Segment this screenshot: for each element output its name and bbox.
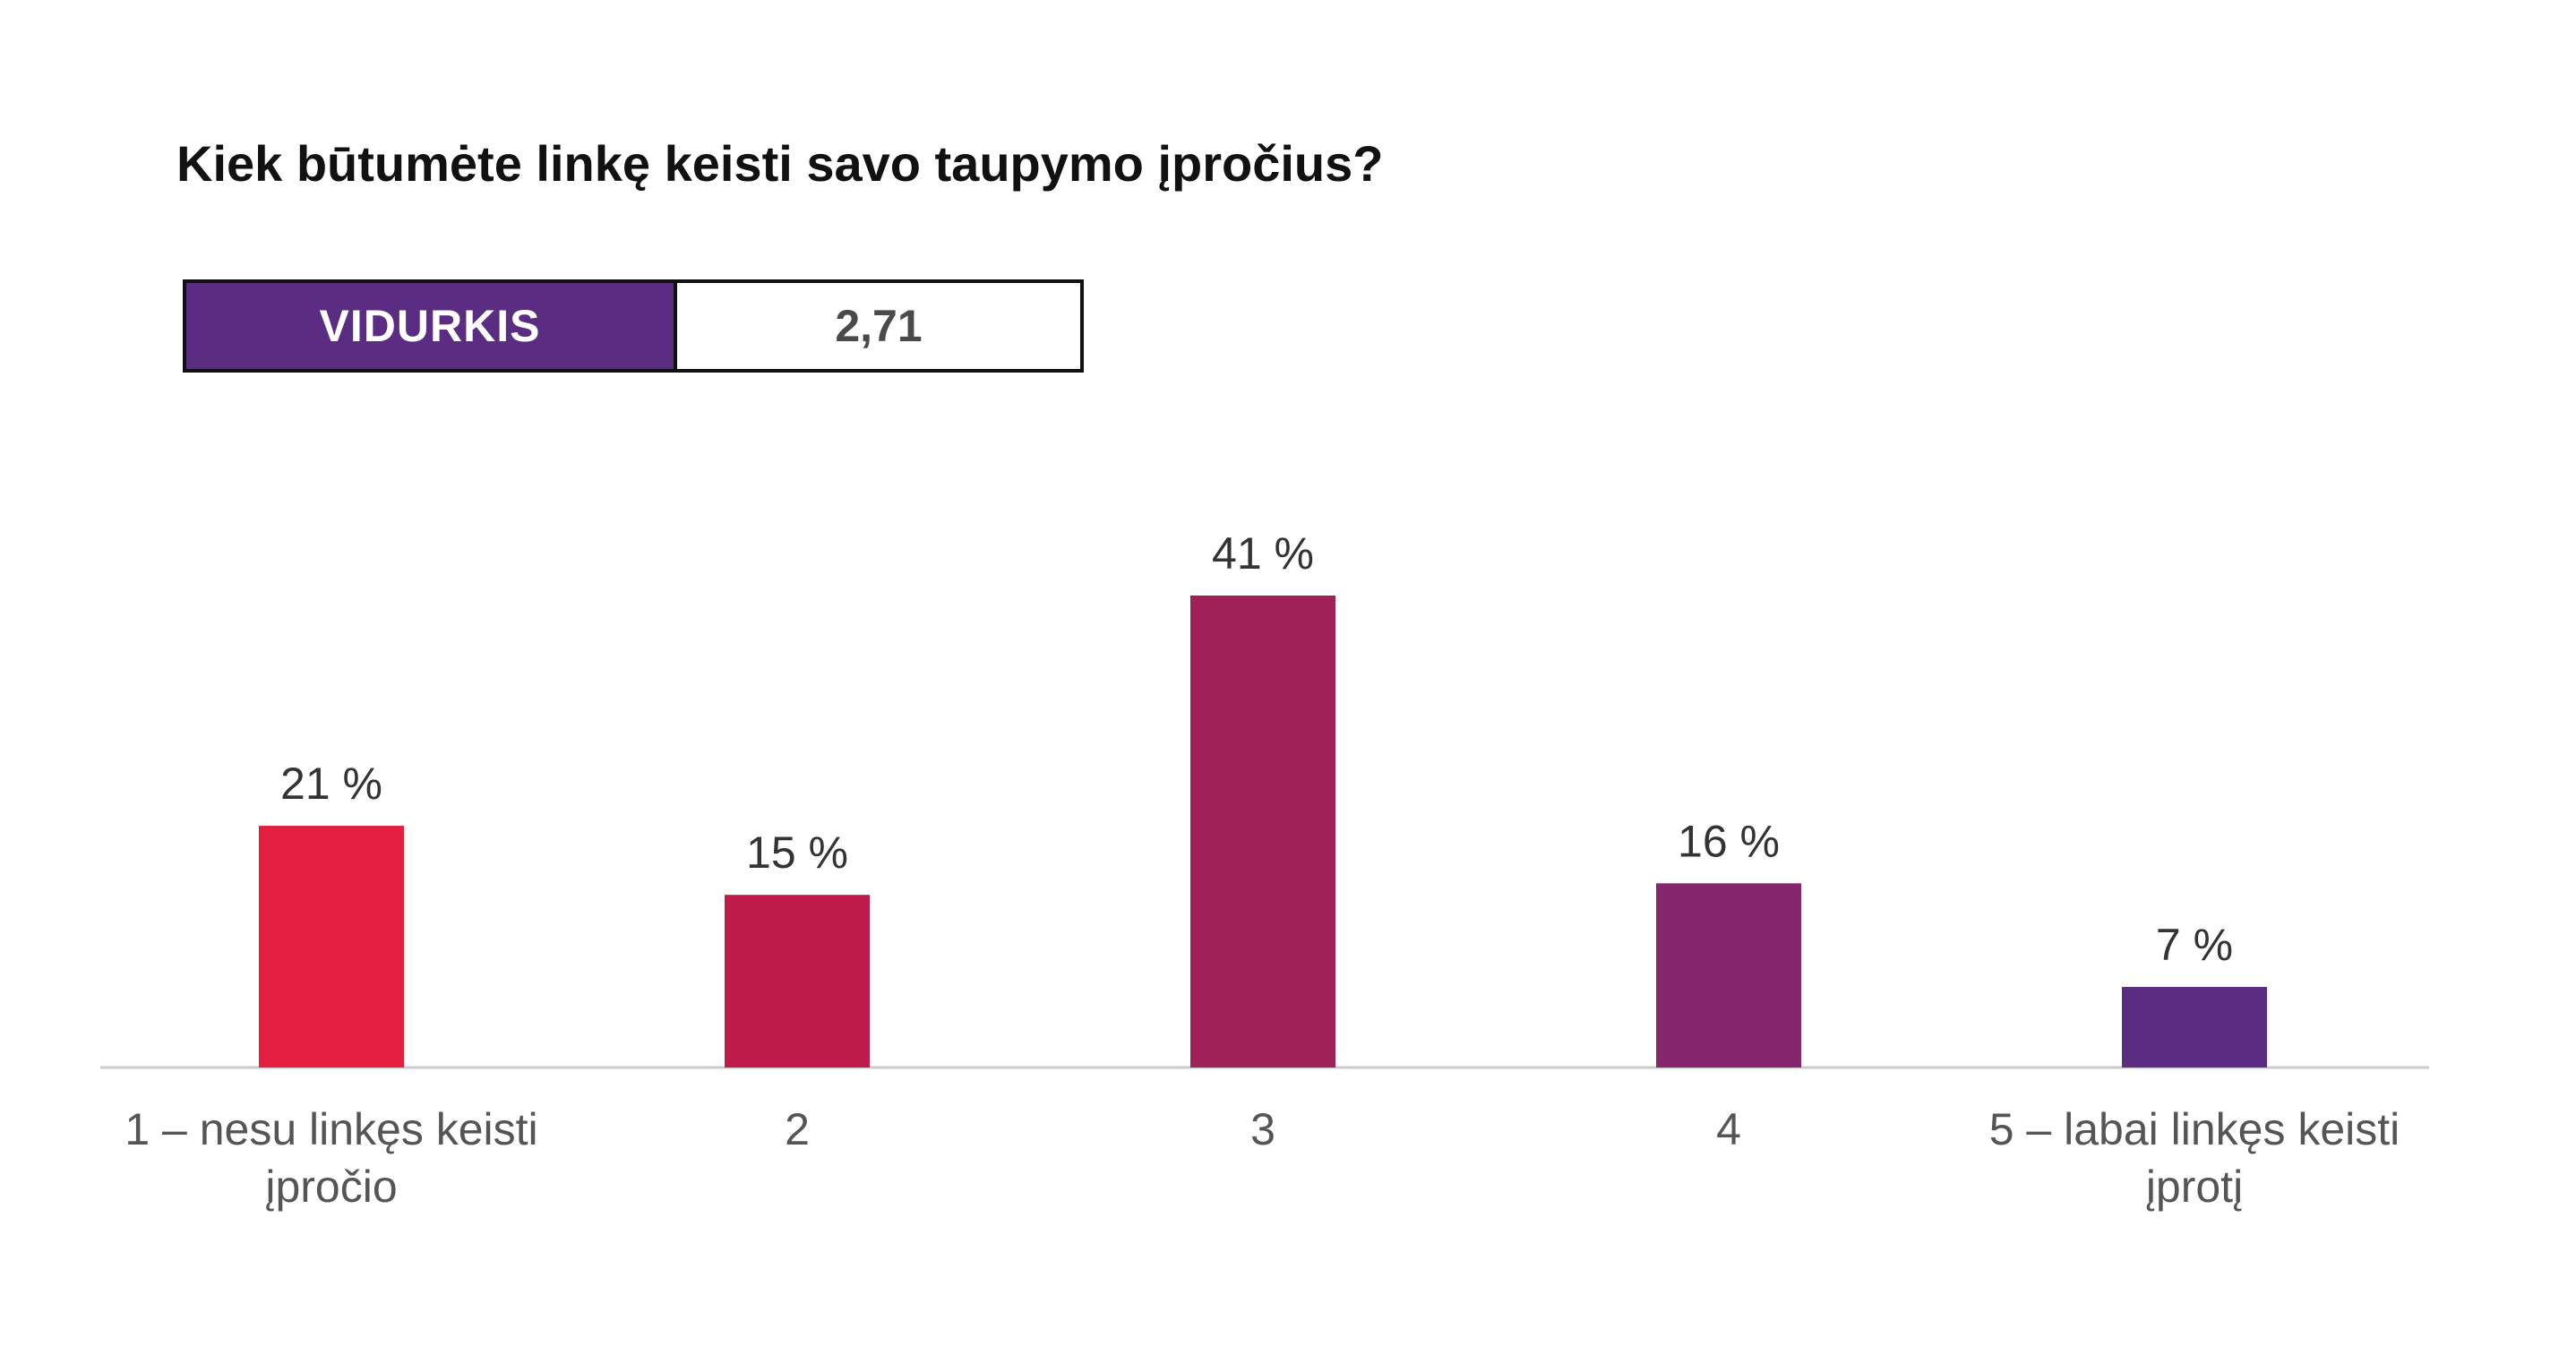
bar-2 xyxy=(725,895,870,1068)
chart-title: Kiek būtumėte linkę keisti savo taupymo … xyxy=(176,135,1384,192)
bar-value-label-5: 7 % xyxy=(2156,920,2233,970)
bar-value-label-4: 16 % xyxy=(1678,816,1780,866)
category-label-3: 3 xyxy=(1250,1104,1275,1154)
category-label-2: 2 xyxy=(785,1104,810,1154)
bar-3 xyxy=(1190,596,1335,1068)
bar-value-label-1: 21 % xyxy=(280,759,382,809)
bar-value-label-2: 15 % xyxy=(746,827,848,878)
bar-4 xyxy=(1656,883,1801,1068)
category-label-5: 5 – labai linkęs keisti įprotį xyxy=(1989,1104,2400,1212)
average-box: VIDURKIS 2,71 xyxy=(183,279,1084,373)
bar-1 xyxy=(259,826,404,1068)
average-value: 2,71 xyxy=(677,283,1080,369)
bar-value-label-3: 41 % xyxy=(1212,528,1314,579)
bar-5 xyxy=(2122,987,2267,1068)
category-label-1: 1 – nesu linkęs keisti įpročio xyxy=(125,1104,537,1212)
average-label: VIDURKIS xyxy=(186,283,677,369)
category-label-4: 4 xyxy=(1716,1104,1741,1154)
